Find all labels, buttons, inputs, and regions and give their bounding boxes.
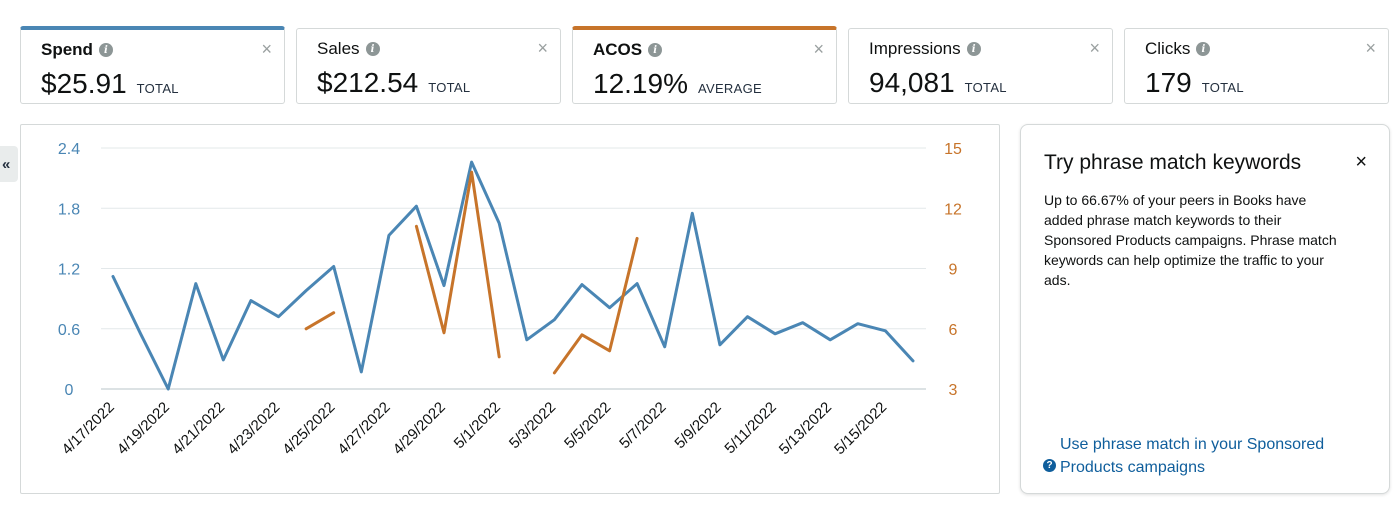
close-icon[interactable]: × xyxy=(1355,151,1367,173)
double-chevron-left-icon: « xyxy=(2,155,11,173)
metric-card-spend[interactable]: Spend i × $25.91 TOTAL xyxy=(20,26,285,104)
right-axis-tick-label: 15 xyxy=(944,141,962,158)
performance-chart: 0 3 0.6 6 1.2 9 1.8 12 2.4 15 4/17/2022 4/19/2022 4/… xyxy=(20,124,1000,494)
close-icon[interactable]: × xyxy=(1089,38,1100,58)
x-axis-tick-label: 4/23/2022 xyxy=(224,399,283,458)
series-line-right-axis xyxy=(304,311,336,331)
x-axis-tick-label: 5/15/2022 xyxy=(831,399,890,458)
x-axis-tick-label: 5/3/2022 xyxy=(506,399,559,452)
metric-title: ACOS xyxy=(593,40,643,59)
collapse-sidebar-button[interactable]: « xyxy=(0,146,18,182)
metric-unit: TOTAL xyxy=(1201,80,1244,95)
info-icon[interactable]: i xyxy=(1196,42,1211,56)
left-axis-tick-label: 0.6 xyxy=(58,322,80,339)
right-axis-tick-label: 9 xyxy=(949,262,958,279)
series-line-left-axis xyxy=(111,160,915,391)
x-axis-tick-label: 4/17/2022 xyxy=(59,399,118,458)
x-axis-tick-label: 4/25/2022 xyxy=(279,399,338,458)
x-axis-tick-label: 5/13/2022 xyxy=(776,399,835,458)
close-icon[interactable]: × xyxy=(537,38,548,58)
x-axis-tick-label: 4/29/2022 xyxy=(390,399,449,458)
metric-title: Clicks xyxy=(1145,39,1191,58)
close-icon[interactable]: × xyxy=(813,39,824,59)
left-axis-tick-label: 0 xyxy=(65,382,74,399)
x-axis-tick-label: 5/9/2022 xyxy=(671,399,724,452)
metric-unit: TOTAL xyxy=(964,80,1007,95)
metric-title: Spend xyxy=(41,40,93,59)
info-icon[interactable]: i xyxy=(365,42,380,56)
close-icon[interactable]: × xyxy=(1365,38,1376,58)
metric-card-sales[interactable]: Sales i × $212.54 TOTAL xyxy=(296,28,561,104)
metric-value: 94,081 xyxy=(869,67,955,98)
metric-value: 12.19% xyxy=(593,68,688,99)
x-axis-tick-label: 5/1/2022 xyxy=(451,399,504,452)
metric-unit: TOTAL xyxy=(136,81,179,96)
right-axis-tick-label: 3 xyxy=(949,382,958,399)
chart-svg: 0 30.6 61.2 91.8 122.4 154/17/20224/19/20224/… xyxy=(58,141,962,458)
x-axis-tick-label: 4/21/2022 xyxy=(169,399,228,458)
metric-unit: TOTAL xyxy=(428,80,471,95)
left-axis-tick-label: 2.4 xyxy=(58,141,80,158)
x-axis-tick-label: 5/7/2022 xyxy=(616,399,669,452)
metric-value: 179 xyxy=(1145,67,1192,98)
left-axis-tick-label: 1.2 xyxy=(58,262,80,279)
metric-card-clicks[interactable]: Clicks i × 179 TOTAL xyxy=(1124,28,1389,104)
right-axis-tick-label: 6 xyxy=(949,322,958,339)
metric-unit: AVERAGE xyxy=(697,81,762,96)
info-icon[interactable]: i xyxy=(966,42,981,56)
metric-value: $212.54 xyxy=(317,67,419,98)
recommendation-body: Up to 66.67% of your peers in Books have… xyxy=(1044,192,1337,288)
help-icon[interactable]: ? xyxy=(1043,459,1056,472)
recommendation-title: Try phrase match keywords xyxy=(1044,151,1302,174)
x-axis-tick-label: 5/11/2022 xyxy=(721,399,779,457)
series-line-right-axis xyxy=(552,236,639,375)
x-axis-tick-label: 5/5/2022 xyxy=(561,399,614,452)
metric-title: Sales xyxy=(317,39,360,58)
metric-title: Impressions xyxy=(869,39,961,58)
metric-card-acos[interactable]: ACOS i × 12.19% AVERAGE xyxy=(572,26,837,104)
close-icon[interactable]: × xyxy=(261,39,272,59)
recommendation-action: ? Use phrase match in your Sponsored Pro… xyxy=(1043,433,1340,479)
info-icon[interactable]: i xyxy=(648,43,663,57)
left-axis-tick-label: 1.8 xyxy=(58,201,80,218)
use-phrase-match-link[interactable]: Use phrase match in your Sponsored Produ… xyxy=(1060,436,1325,476)
recommendation-panel: Try phrase match keywords × Up to 66.67%… xyxy=(1020,124,1390,494)
x-axis-tick-label: 4/27/2022 xyxy=(334,399,393,458)
series-line-right-axis xyxy=(414,170,501,359)
metric-card-impressions[interactable]: Impressions i × 94,081 TOTAL xyxy=(848,28,1113,104)
right-axis-tick-label: 12 xyxy=(944,201,962,218)
metric-value: $25.91 xyxy=(41,68,127,99)
info-icon[interactable]: i xyxy=(98,43,113,57)
x-axis-tick-label: 4/19/2022 xyxy=(114,399,173,458)
